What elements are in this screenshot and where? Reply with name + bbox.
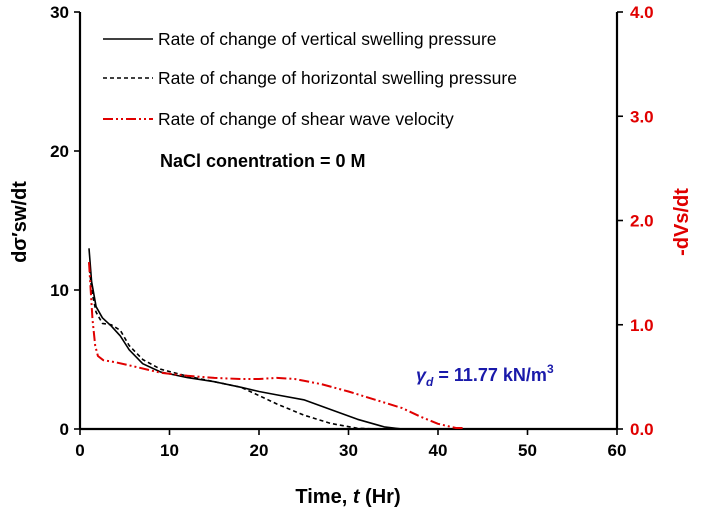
- y-axis-right-title: -dVs/dt: [671, 188, 693, 256]
- x-tick-label: 0: [75, 441, 84, 460]
- legend-label-shear: Rate of change of shear wave velocity: [158, 109, 454, 129]
- nacl-annotation: NaCl conentration = 0 M: [160, 151, 366, 171]
- y-left-tick-label: 0: [60, 420, 69, 439]
- x-tick-label: 60: [608, 441, 627, 460]
- x-tick-label: 40: [429, 441, 448, 460]
- density-text: = 11.77 kN/m: [433, 365, 547, 385]
- y-left-tick-label: 20: [50, 142, 69, 161]
- density-annotation: γd = 11.77 kN/m3: [416, 362, 554, 389]
- y-right-tick-label: 1.0: [630, 316, 654, 335]
- legend-label-horizontal: Rate of change of horizontal swelling pr…: [158, 68, 517, 88]
- legend: Rate of change of vertical swelling pres…: [103, 29, 517, 129]
- x-tick-label: 10: [160, 441, 179, 460]
- x-axis-title-var: t: [353, 486, 361, 508]
- y-left-tick-label: 10: [50, 281, 69, 300]
- density-superscript: 3: [547, 362, 554, 376]
- x-tick-label: 20: [250, 441, 269, 460]
- density-subscript: d: [426, 375, 434, 389]
- y-right-tick-label: 0.0: [630, 420, 654, 439]
- ticks: 0 10 20 30 40 50 60 0 10 20 30 0.0 1.0 2.0 3.0 4.0: [50, 3, 654, 460]
- y-right-tick-label: 3.0: [630, 107, 654, 126]
- series-line-0: [88, 248, 403, 430]
- y-right-tick-label: 4.0: [630, 3, 654, 22]
- y-right-tick-label: 2.0: [630, 212, 654, 231]
- y-axis-left-title: dσ′sw/dt: [9, 181, 31, 263]
- x-axis-title-suffix: (Hr): [360, 486, 401, 508]
- legend-label-vertical: Rate of change of vertical swelling pres…: [158, 29, 497, 49]
- x-tick-label: 30: [339, 441, 358, 460]
- density-symbol: γ: [416, 365, 427, 385]
- x-tick-label: 50: [518, 441, 537, 460]
- x-axis-title: Time, t (Hr): [295, 486, 400, 508]
- series-line-1: [88, 262, 376, 430]
- series-layer: [88, 248, 465, 430]
- y-left-tick-label: 30: [50, 3, 69, 22]
- x-axis-title-prefix: Time,: [295, 486, 352, 508]
- series-line-2: [88, 262, 465, 429]
